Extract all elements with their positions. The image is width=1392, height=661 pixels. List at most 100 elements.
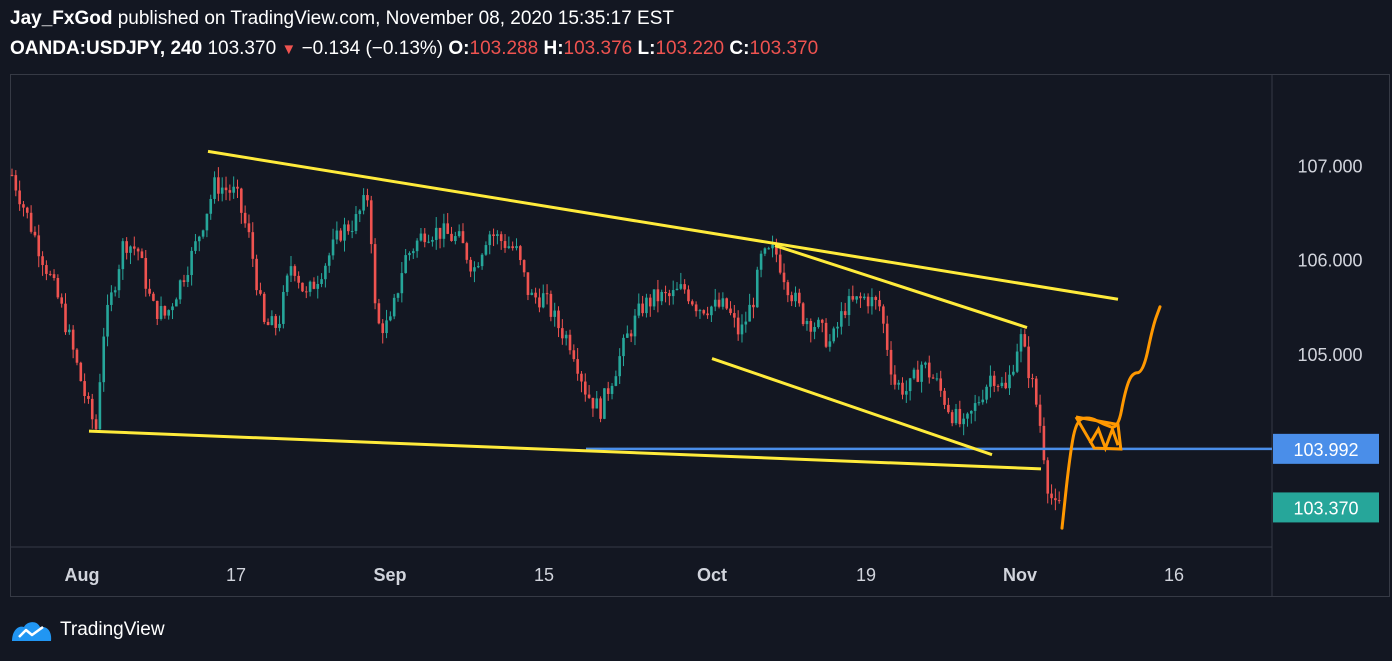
candle-body [832, 328, 836, 342]
candle-body [217, 177, 220, 194]
candle-body [37, 235, 41, 257]
candle-body [515, 246, 518, 249]
candle-body [943, 390, 946, 405]
candle-body [140, 251, 144, 258]
candle-body [790, 295, 793, 302]
candle-body [205, 213, 209, 231]
candle-body [381, 323, 385, 334]
candle-body [266, 321, 270, 326]
candle-body [958, 408, 962, 425]
candle-body [947, 404, 950, 413]
candle-body [411, 251, 415, 254]
tradingview-logo-icon[interactable] [10, 617, 54, 643]
candle-body [240, 188, 243, 213]
candle-body [117, 269, 121, 291]
candle-body [347, 224, 350, 232]
candle-body [415, 240, 419, 252]
candle-body [866, 296, 870, 307]
candle-body [255, 258, 258, 291]
author[interactable]: Jay_FxGod [10, 8, 113, 29]
trendline-4 [711, 357, 993, 457]
candle-body [576, 359, 579, 374]
candle-body [583, 381, 587, 395]
candle-body [350, 230, 354, 232]
candle-body [744, 321, 748, 325]
x-tick-label: Nov [1003, 565, 1037, 585]
candle-body [33, 231, 37, 236]
candle-body [94, 419, 98, 430]
candle-body [549, 293, 553, 317]
change: −0.134 (−0.13%) [301, 38, 444, 59]
candle-body [817, 319, 820, 327]
candle-body [358, 210, 362, 215]
low-value: 103.220 [655, 38, 725, 59]
candles [10, 167, 1061, 511]
candle-body [71, 329, 75, 350]
candle-body [679, 284, 683, 289]
tradingview-brand[interactable]: TradingView [60, 619, 165, 640]
candle-body [687, 289, 690, 302]
candle-body [664, 291, 667, 294]
y-tick-label: 107.000 [1297, 156, 1362, 176]
candle-body [660, 291, 664, 302]
candle-body [878, 299, 881, 307]
candle-body [736, 317, 740, 335]
candle-body [843, 311, 847, 316]
candle-body [786, 282, 790, 296]
close-label: C: [729, 38, 750, 59]
candle-body [889, 349, 893, 375]
candle-body [232, 186, 235, 193]
candle-body [633, 315, 637, 337]
candle-body [847, 296, 851, 316]
candle-body [369, 200, 373, 245]
candle-body [931, 377, 935, 379]
candle-body [507, 246, 511, 248]
candle-body [950, 412, 954, 424]
candle-body [419, 233, 423, 241]
close-value: 103.370 [749, 38, 819, 59]
candle-body [782, 272, 786, 283]
candle-body [862, 296, 866, 299]
low-label: L: [637, 38, 656, 59]
x-tick-label: 15 [534, 565, 554, 585]
candle-body [339, 230, 342, 241]
candle-body [828, 341, 832, 347]
candle-body [83, 381, 86, 397]
candle-body [748, 304, 751, 322]
x-tick-label: Oct [697, 565, 727, 585]
candle-body [389, 316, 392, 321]
candle-body [939, 378, 943, 391]
candle-body [603, 388, 606, 419]
footer: TradingView [10, 617, 165, 643]
candle-body [905, 391, 908, 395]
candle-body [473, 267, 476, 272]
candle-body [404, 255, 407, 274]
candle-body [396, 293, 400, 298]
candle-body [209, 198, 213, 214]
candle-body [366, 195, 369, 201]
candle-body [186, 275, 190, 282]
candle-body [530, 292, 534, 295]
candle-body [14, 175, 18, 191]
candle-body [526, 272, 530, 295]
candle-body [557, 310, 560, 329]
candle-body [136, 248, 140, 252]
candle-body [1004, 382, 1007, 389]
candle-body [148, 288, 151, 294]
candle-body [182, 280, 186, 282]
candle-body [755, 269, 759, 308]
candle-body [133, 246, 136, 249]
candle-body [912, 369, 916, 379]
candle-body [962, 418, 965, 425]
candle-body [113, 290, 117, 293]
candle-body [851, 296, 855, 300]
candle-body [580, 373, 583, 382]
candle-body [454, 236, 457, 241]
candle-body [725, 298, 728, 309]
candle-body [488, 234, 492, 246]
candle-body [18, 190, 21, 205]
candle-body [855, 296, 858, 300]
candle-body [492, 234, 495, 236]
candle-body [981, 399, 985, 403]
